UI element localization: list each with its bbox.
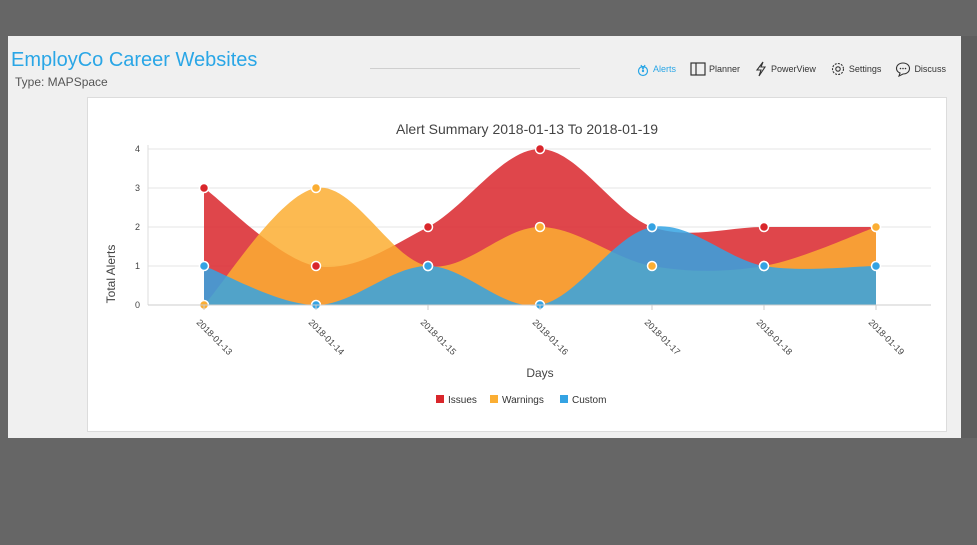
chart-card: Alert Summary 2018-01-13 To 2018-01-19 0…: [87, 97, 947, 432]
data-point-issues[interactable]: [310, 260, 322, 272]
y-tick-label: 0: [135, 300, 140, 310]
legend-label-issues[interactable]: Issues: [448, 395, 477, 406]
top-nav: Alerts Planner PowerView Settings: [636, 61, 960, 77]
y-tick-label: 1: [135, 261, 140, 271]
gear-icon: [831, 62, 844, 76]
series-points: [198, 143, 882, 311]
x-tick-label: 2018-01-16: [531, 317, 571, 357]
legend-swatch-issues: [436, 395, 444, 403]
legend-label-warnings[interactable]: Warnings: [502, 395, 544, 406]
nav-planner-label: Planner: [709, 64, 741, 74]
data-point-issues[interactable]: [422, 221, 434, 233]
data-point-custom[interactable]: [870, 260, 882, 272]
alert-icon: [637, 64, 649, 77]
y-tick-label: 4: [135, 144, 140, 154]
x-tick-label: 2018-01-14: [307, 317, 347, 357]
legend-swatch-warnings: [490, 395, 498, 403]
data-point-custom[interactable]: [758, 260, 770, 272]
series-area-custom: [204, 226, 876, 306]
nav-powerview[interactable]: PowerView: [754, 61, 816, 77]
lightning-icon: [755, 61, 767, 77]
nav-discuss[interactable]: Discuss: [895, 61, 946, 77]
data-point-issues[interactable]: [534, 143, 546, 155]
right-edge: [961, 36, 977, 438]
nav-alerts[interactable]: Alerts: [636, 61, 676, 77]
planner-icon: [690, 62, 706, 76]
y-tick-label: 2: [135, 222, 140, 232]
data-point-warnings[interactable]: [870, 221, 882, 233]
nav-settings-label: Settings: [848, 64, 882, 74]
x-tick-label: 2018-01-13: [195, 317, 235, 357]
x-tick-label: 2018-01-19: [867, 317, 907, 357]
x-tick-label: 2018-01-15: [419, 317, 459, 357]
nav-settings[interactable]: Settings: [830, 61, 882, 77]
chat-icon: [896, 62, 911, 77]
data-point-warnings[interactable]: [534, 221, 546, 233]
chart-title: Alert Summary 2018-01-13 To 2018-01-19: [396, 121, 658, 137]
nav-discuss-label: Discuss: [914, 64, 946, 74]
data-point-custom[interactable]: [646, 221, 658, 233]
data-point-custom[interactable]: [422, 260, 434, 272]
nav-powerview-label: PowerView: [771, 64, 816, 74]
data-point-issues[interactable]: [198, 182, 210, 194]
data-point-custom[interactable]: [198, 260, 210, 272]
alert-summary-chart: Alert Summary 2018-01-13 To 2018-01-19 0…: [104, 121, 931, 406]
main-panel: EmployCo Career Websites Type: MAPSpace …: [8, 36, 961, 438]
x-axis-label: Days: [526, 366, 553, 380]
nav-alerts-label: Alerts: [653, 64, 677, 74]
y-axis-label: Total Alerts: [104, 245, 118, 304]
data-point-issues[interactable]: [758, 221, 770, 233]
header-divider: [370, 68, 580, 69]
data-point-warnings[interactable]: [310, 182, 322, 194]
y-tick-label: 3: [135, 183, 140, 193]
x-tick-label: 2018-01-17: [643, 317, 683, 357]
legend: Issues Warnings Custom: [436, 395, 606, 406]
nav-planner[interactable]: Planner: [690, 62, 740, 76]
legend-swatch-custom: [560, 395, 568, 403]
legend-label-custom[interactable]: Custom: [572, 395, 606, 406]
page-subtitle: Type: MAPSpace: [15, 75, 108, 89]
page-title: EmployCo Career Websites: [11, 49, 258, 71]
x-tick-label: 2018-01-18: [755, 317, 795, 357]
data-point-warnings[interactable]: [646, 260, 658, 272]
